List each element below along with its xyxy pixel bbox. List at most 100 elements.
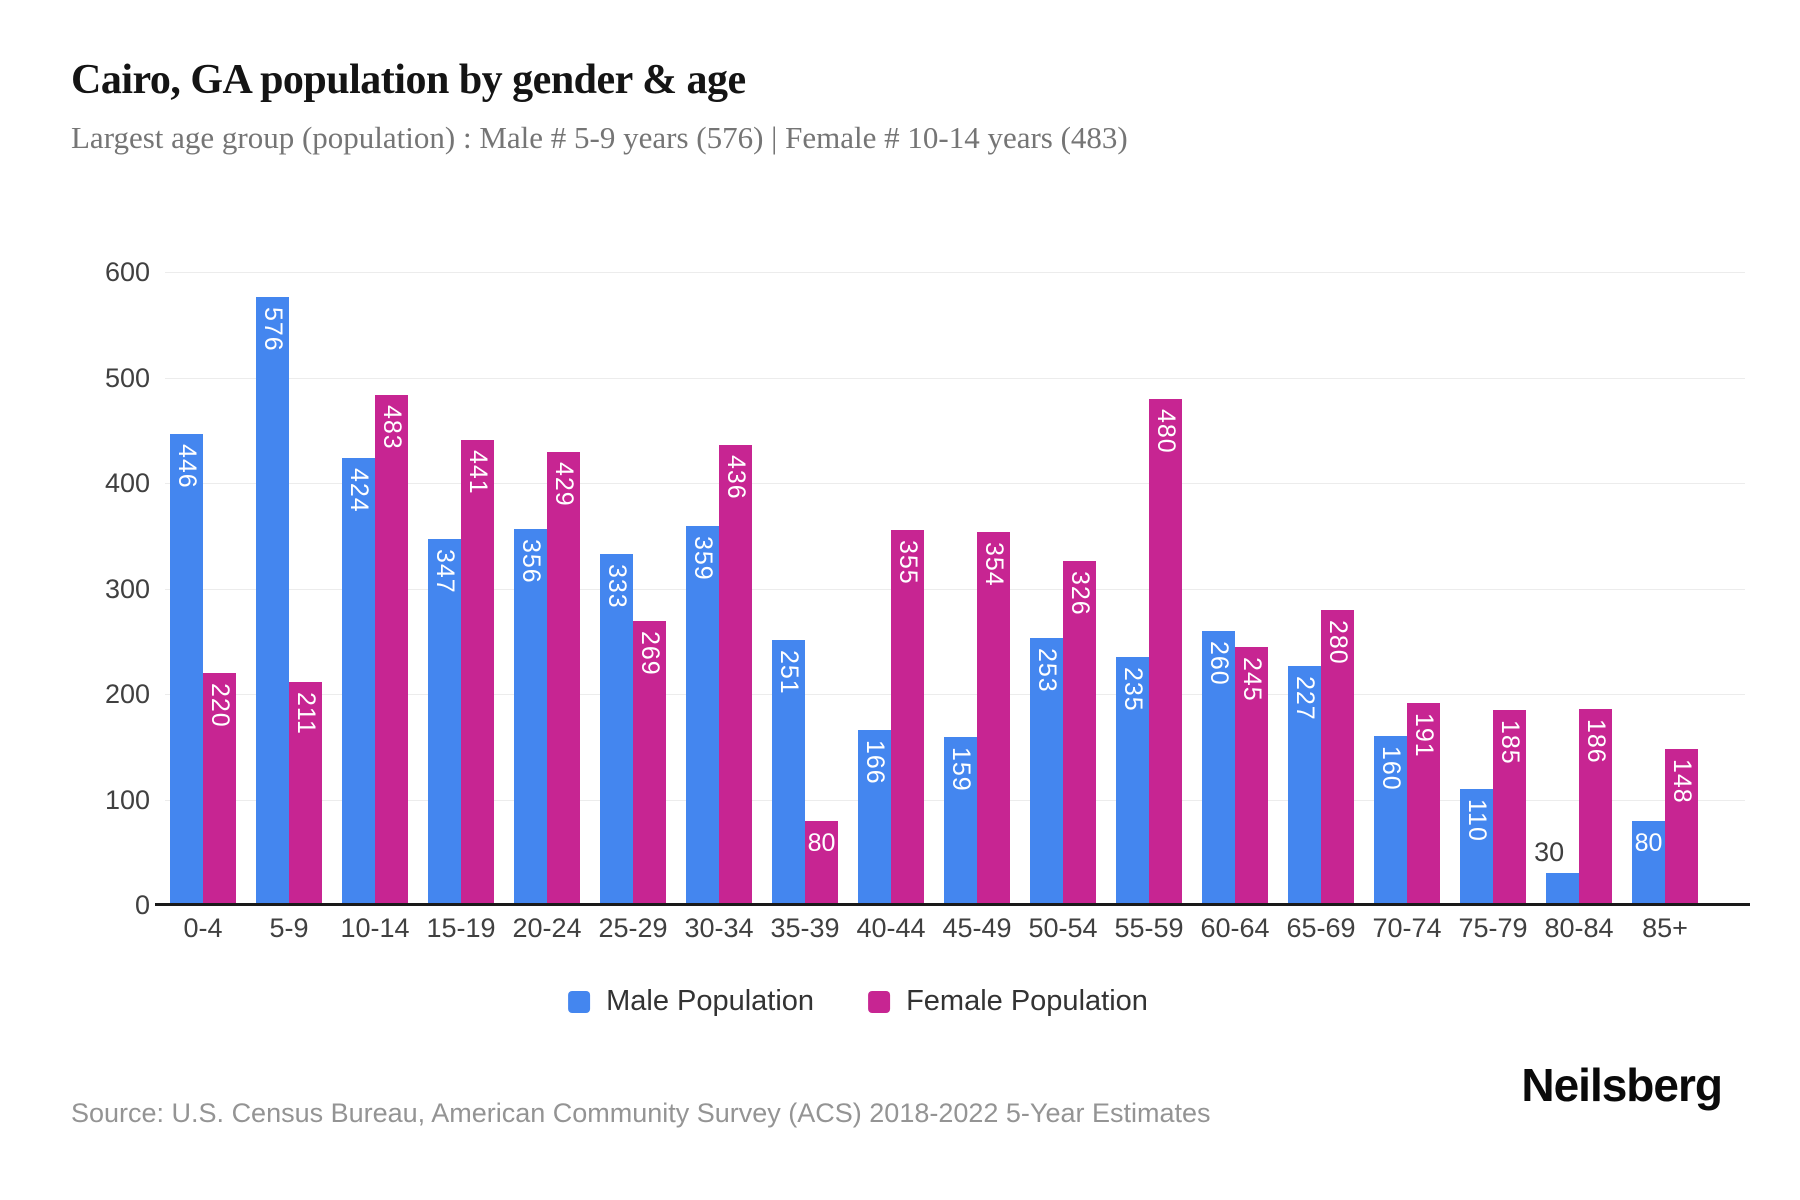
bar-value-label: 480 [1152, 409, 1180, 454]
bar-value-label: 227 [1291, 676, 1319, 721]
bar-male-30-34[interactable]: 359 [686, 526, 719, 905]
bar-female-30-34[interactable]: 436 [719, 445, 752, 905]
bar-value-label: 110 [1463, 799, 1491, 842]
bar-value-label: 429 [550, 462, 578, 507]
x-axis-label-60-64: 60-64 [1200, 913, 1270, 943]
bar-female-65-69[interactable]: 280 [1321, 610, 1354, 905]
gridline-y-200 [165, 694, 1745, 695]
bar-female-85+[interactable]: 148 [1665, 749, 1698, 905]
bar-male-80-84[interactable]: 30 [1534, 837, 1579, 905]
x-axis-label-35-39: 35-39 [770, 913, 840, 943]
bar-male-75-79[interactable]: 110 [1460, 789, 1493, 905]
legend-item-male[interactable]: Male Population [568, 985, 814, 1018]
chart-subtitle: Largest age group (population) : Male # … [71, 120, 1128, 155]
bar-female-5-9[interactable]: 211 [289, 682, 322, 905]
bar-value-label: 355 [894, 540, 922, 585]
x-axis-label-0-4: 0-4 [183, 913, 223, 943]
bar-female-10-14[interactable]: 483 [375, 395, 408, 905]
bar-male-45-49[interactable]: 159 [944, 737, 977, 905]
bar-value-label: 576 [259, 307, 287, 352]
bar-female-35-39[interactable]: 80 [805, 821, 838, 905]
bar-male-35-39[interactable]: 251 [772, 640, 805, 905]
bar-male-15-19[interactable]: 347 [428, 539, 461, 905]
bar-male-50-54[interactable]: 253 [1030, 638, 1063, 905]
bar-male-20-24[interactable]: 356 [514, 529, 547, 905]
bar-value-label: 211 [292, 692, 320, 735]
y-tick-label-200: 200 [104, 679, 150, 709]
bar-value-label: 251 [775, 650, 803, 695]
gridline-y-500 [165, 377, 1745, 379]
bar-female-55-59[interactable]: 480 [1149, 399, 1182, 905]
bar-female-25-29[interactable]: 269 [633, 621, 666, 905]
bar-male-0-4[interactable]: 446 [170, 434, 203, 905]
y-tick-label-400: 400 [104, 468, 150, 498]
male-legend-swatch [568, 990, 591, 1013]
y-tick-label-0: 0 [134, 890, 150, 920]
bar-female-40-44[interactable]: 355 [891, 530, 924, 905]
bar-value-label: 166 [861, 740, 889, 785]
x-axis-label-20-24: 20-24 [512, 913, 582, 943]
bar-value-label: 354 [980, 542, 1008, 587]
bar-male-25-29[interactable]: 333 [600, 554, 633, 905]
bar-value-label: 191 [1410, 713, 1438, 758]
male-legend-label: Male Population [606, 985, 815, 1017]
bar-female-0-4[interactable]: 220 [203, 673, 236, 905]
bar-male-55-59[interactable]: 235 [1116, 657, 1149, 905]
chart-legend: Male Population Female Population [568, 985, 1148, 1018]
bar-male-60-64[interactable]: 260 [1202, 631, 1235, 905]
bar-male-85+[interactable]: 80 [1632, 821, 1665, 905]
bar-male-65-69[interactable]: 227 [1288, 666, 1321, 905]
bar-value-label: 260 [1205, 641, 1233, 686]
bar-value-label: 436 [722, 455, 750, 500]
bar-value-label: 80 [807, 829, 836, 857]
y-tick-label-600: 600 [104, 257, 150, 287]
bar-female-60-64[interactable]: 245 [1235, 647, 1268, 905]
bar-male-40-44[interactable]: 166 [858, 730, 891, 905]
legend-item-female[interactable]: Female Population [868, 985, 1148, 1018]
source-attribution: Source: U.S. Census Bureau, American Com… [71, 1098, 1211, 1128]
gridline-y-400 [165, 483, 1745, 484]
bar-female-20-24[interactable]: 429 [547, 452, 580, 905]
bar-female-80-84[interactable]: 186 [1579, 709, 1612, 905]
bar-female-50-54[interactable]: 326 [1063, 561, 1096, 905]
bar-value-label: 220 [206, 683, 234, 728]
bar-value-label: 30 [1534, 837, 1565, 867]
bar-value-label: 186 [1582, 719, 1610, 764]
bar-value-label: 280 [1324, 620, 1352, 665]
x-axis-label-10-14: 10-14 [340, 913, 410, 943]
bar-value-label: 159 [947, 747, 975, 792]
bar-value-label: 424 [345, 468, 373, 513]
bar-female-15-19[interactable]: 441 [461, 440, 494, 905]
x-axis-label-55-59: 55-59 [1114, 913, 1184, 943]
chart-title: Cairo, GA population by gender & age [71, 57, 746, 103]
y-tick-label-300: 300 [104, 573, 150, 604]
x-axis-label-85+: 85+ [1642, 913, 1688, 943]
bar-male-10-14[interactable]: 424 [342, 458, 375, 905]
bar-value-label: 185 [1496, 720, 1524, 765]
x-axis-label-70-74: 70-74 [1372, 913, 1442, 943]
x-axis-label-50-54: 50-54 [1028, 913, 1098, 943]
bar-female-75-79[interactable]: 185 [1493, 710, 1526, 905]
gridline-y-600 [165, 272, 1745, 273]
bar-value-label: 483 [378, 405, 406, 450]
bar-male-5-9[interactable]: 576 [256, 297, 289, 905]
bar-value-label: 148 [1668, 759, 1696, 804]
bar-male-70-74[interactable]: 160 [1374, 736, 1407, 905]
bar-value-label: 253 [1033, 648, 1061, 693]
bar-value-label: 441 [464, 450, 492, 495]
bar-value-label: 359 [689, 536, 717, 581]
bar-value-label: 80 [1634, 829, 1663, 857]
x-axis-label-15-19: 15-19 [426, 913, 496, 943]
x-axis-label-30-34: 30-34 [684, 913, 754, 943]
x-axis-label-45-49: 45-49 [942, 913, 1012, 943]
female-legend-label: Female Population [906, 985, 1148, 1017]
bar-female-45-49[interactable]: 354 [977, 532, 1010, 905]
bar-value-label: 333 [603, 564, 631, 609]
bar-female-70-74[interactable]: 191 [1407, 703, 1440, 905]
bar-value-label: 326 [1066, 571, 1094, 616]
bar-value-label: 356 [517, 539, 545, 584]
bar-value-label: 235 [1119, 667, 1147, 712]
x-axis-label-80-84: 80-84 [1544, 913, 1614, 943]
